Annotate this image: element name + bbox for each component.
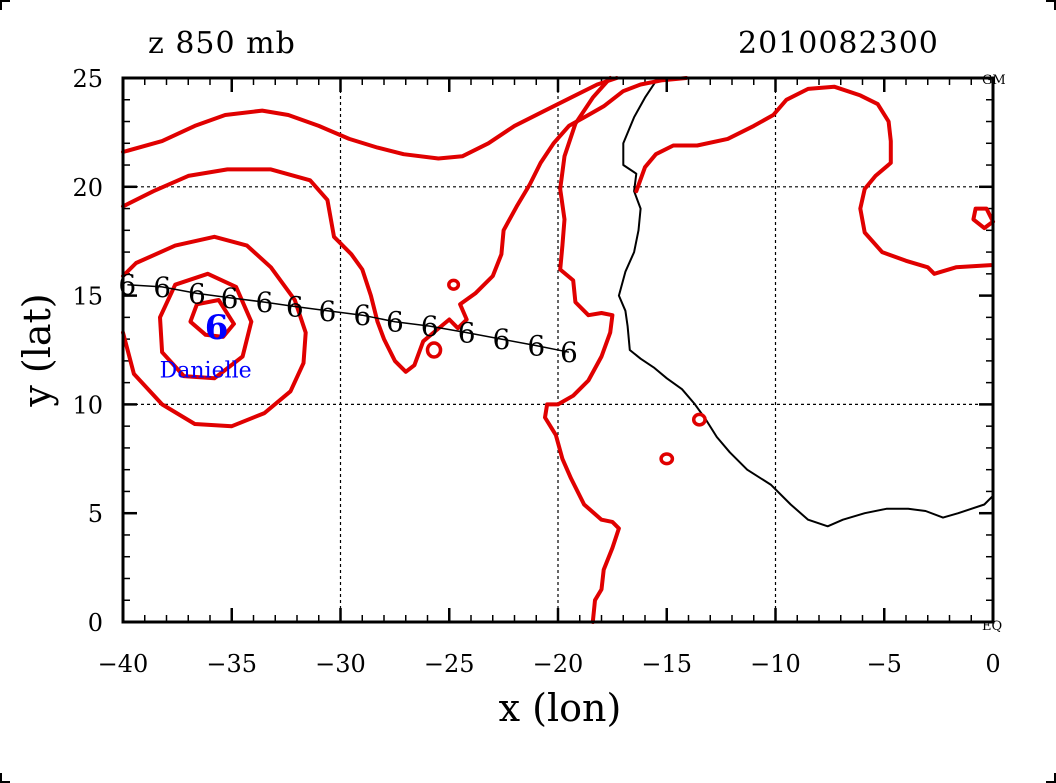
x-tick-label: −10 bbox=[750, 650, 801, 678]
x-tick-label: −20 bbox=[533, 650, 584, 678]
x-tick-label: −30 bbox=[315, 650, 366, 678]
storm-marker: 6 Danielle bbox=[160, 308, 252, 384]
track-point: 6 bbox=[493, 323, 511, 356]
coastline-path bbox=[617, 77, 994, 528]
contour-line bbox=[543, 76, 621, 624]
y-tick-label: 0 bbox=[88, 609, 103, 637]
y-axis-ticks: 0 5 10 15 20 25 bbox=[72, 65, 993, 637]
x-tick-label: −35 bbox=[206, 650, 257, 678]
contour-line bbox=[971, 206, 995, 231]
x-tick-label: 0 bbox=[985, 650, 1000, 678]
x-tick-label: −15 bbox=[641, 650, 692, 678]
coastline bbox=[617, 77, 994, 528]
corner-mark-br bbox=[1046, 773, 1056, 783]
track-point: 6 bbox=[319, 295, 337, 328]
storm-symbol: 6 bbox=[205, 308, 229, 348]
storm-name-label: Danielle bbox=[160, 359, 252, 384]
y-tick-label: 10 bbox=[72, 391, 103, 419]
edge-label-gm: GM bbox=[982, 73, 1006, 88]
x-tick-label: −25 bbox=[424, 650, 475, 678]
y-tick-label: 25 bbox=[72, 65, 103, 93]
y-tick-label: 15 bbox=[72, 283, 103, 311]
x-axis-label: x (lon) bbox=[499, 686, 622, 730]
x-axis-ticks: −40 −35 −30 −25 −20 −15 −10 −5 0 bbox=[98, 78, 1001, 678]
track-point: 6 bbox=[560, 336, 578, 369]
contour-closed-small bbox=[659, 452, 675, 466]
contour-line bbox=[634, 84, 993, 276]
contour-lines bbox=[121, 76, 995, 624]
y-tick-label: 5 bbox=[88, 500, 103, 528]
track-point: 6 bbox=[221, 282, 239, 315]
track-point: 6 bbox=[421, 310, 439, 343]
corner-mark-tr bbox=[1046, 0, 1056, 10]
contour-closed-small bbox=[691, 412, 707, 427]
y-tick-label: 20 bbox=[72, 174, 103, 202]
track-point: 6 bbox=[386, 306, 404, 339]
contour-line bbox=[121, 76, 689, 374]
y-axis-label: y (lat) bbox=[15, 293, 59, 407]
track-point: 6 bbox=[286, 290, 304, 323]
track-point: 6 bbox=[458, 317, 476, 350]
track-point: 6 bbox=[353, 299, 371, 332]
x-tick-label: −5 bbox=[867, 650, 902, 678]
contour-line bbox=[121, 76, 619, 161]
contour-line bbox=[158, 271, 254, 381]
contour-closed-small bbox=[447, 278, 461, 291]
track-line bbox=[127, 283, 570, 353]
contour-closed-small bbox=[425, 341, 443, 359]
x-tick-label: −40 bbox=[98, 650, 149, 678]
track-point: 6 bbox=[153, 271, 171, 304]
track-point: 6 bbox=[188, 277, 206, 310]
contour-line bbox=[188, 298, 236, 339]
chart-title-variable: z 850 mb bbox=[148, 26, 296, 61]
corner-mark-bl bbox=[0, 773, 10, 783]
edge-label-eq: EQ bbox=[982, 619, 1002, 634]
track-point: 6 bbox=[255, 286, 273, 319]
corner-mark-tl bbox=[0, 0, 10, 10]
contour-line bbox=[121, 234, 308, 429]
chart-title-datetime: 2010082300 bbox=[738, 26, 939, 61]
track-point: 6 bbox=[527, 330, 545, 363]
